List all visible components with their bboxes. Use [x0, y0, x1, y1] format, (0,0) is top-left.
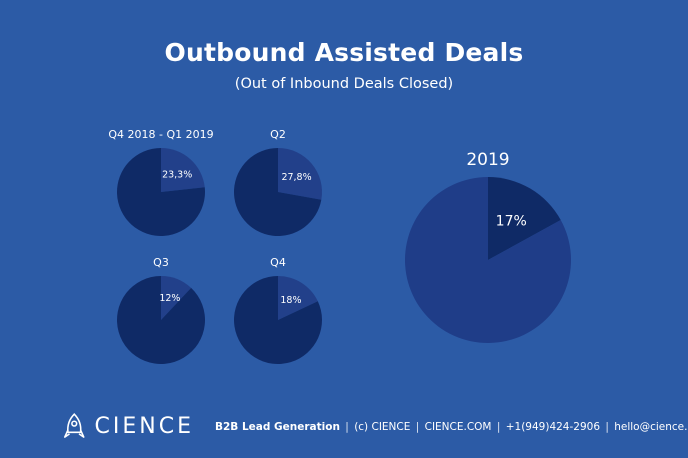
pie-title-q4: Q4 — [270, 256, 286, 269]
pie-2019-slice-highlight — [488, 177, 561, 260]
pie-q2-slice-rest — [234, 148, 322, 236]
pie-q2-slice-highlight — [278, 148, 322, 200]
pie-q4-q1-slice-rest — [117, 148, 205, 236]
pie-q4-slice-rest — [234, 276, 322, 364]
footer-info: B2B Lead Generation | (c) CIENCE | CIENC… — [215, 421, 688, 433]
footer-email-link[interactable]: hello@cience.com — [614, 421, 688, 433]
footer-phone: +1(949)424-2906 — [505, 421, 600, 433]
pie-q3-data-label: 12% — [159, 293, 180, 304]
pie-title-q4-q1: Q4 2018 - Q1 2019 — [108, 128, 214, 141]
pie-title-q3: Q3 — [153, 256, 169, 269]
pie-q4-q1-data-label: 23,3% — [162, 169, 192, 180]
chart-subtitle: (Out of Inbound Deals Closed) — [234, 76, 454, 92]
footer-website-link[interactable]: CIENCE.COM — [424, 421, 492, 433]
pie-q2-data-label: 27,8% — [281, 172, 311, 183]
chart-title: Outbound Assisted Deals — [164, 38, 524, 67]
pie-q3-slice-rest — [117, 276, 206, 365]
pie-2019-data-label: 17% — [496, 214, 527, 230]
pie-2019-slice-rest — [405, 176, 571, 343]
pie-q4-slice-highlight — [278, 276, 318, 320]
pie-title-q2: Q2 — [270, 128, 286, 141]
logo-text: CIENCE — [94, 413, 194, 439]
footer-tagline: B2B Lead Generation — [215, 421, 340, 433]
pie-q3-slice-highlight — [161, 276, 192, 320]
pie-q4-data-label: 18% — [280, 295, 301, 306]
pie-title-2019: 2019 — [466, 150, 510, 170]
rocket-icon — [64, 413, 85, 438]
cience-logo: CIENCE — [64, 408, 194, 444]
pie-q4-q1-slice-highlight — [161, 148, 205, 192]
footer-copyright: (c) CIENCE — [354, 421, 411, 433]
